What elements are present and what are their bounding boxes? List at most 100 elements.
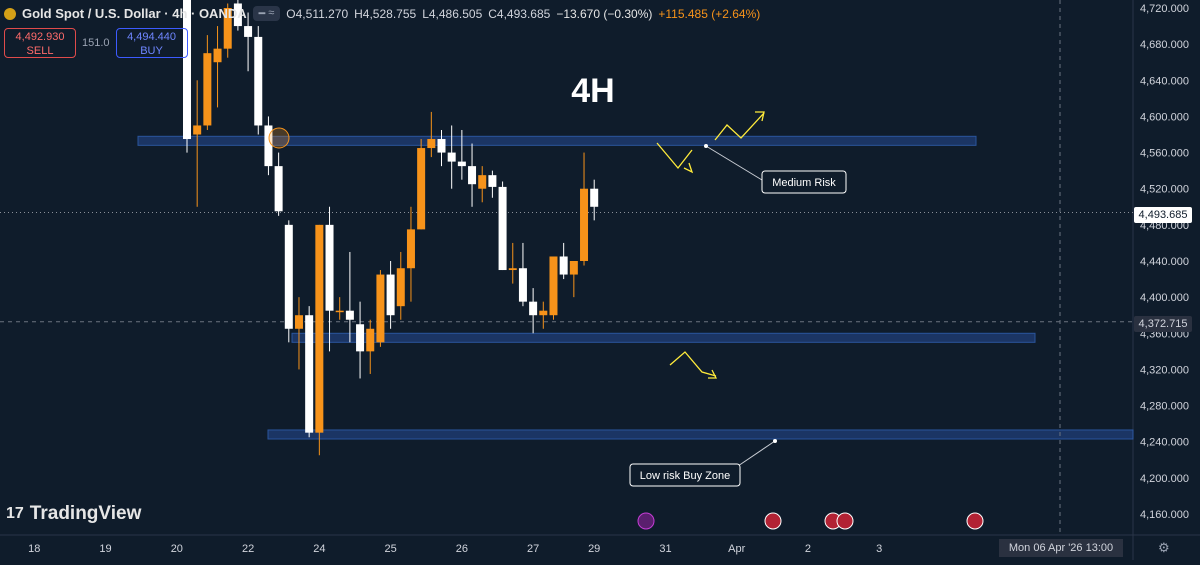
candle-body <box>468 166 477 185</box>
candle <box>468 143 477 207</box>
candle-body <box>203 53 212 126</box>
candle <box>447 125 456 189</box>
candle <box>427 111 436 158</box>
candle <box>264 116 273 176</box>
x-tick-label: Apr <box>728 543 745 555</box>
candle <box>305 306 314 438</box>
buy-button[interactable]: 4,494.440 BUY <box>115 28 188 58</box>
y-tick-label: 4,320.000 <box>1140 364 1189 376</box>
us-flag-event-icon <box>966 512 984 530</box>
low-value: L4,486.505 <box>422 6 483 21</box>
candle <box>437 129 446 167</box>
visibility-toggle[interactable]: ━ ≈ <box>252 6 281 21</box>
y-tick-label: 4,680.000 <box>1140 39 1189 51</box>
gold-icon <box>4 7 16 20</box>
candle-body <box>284 224 293 329</box>
candle-body <box>294 315 303 329</box>
candle <box>518 242 527 307</box>
arrow-head-icon <box>708 369 718 379</box>
candle-body <box>386 274 395 316</box>
candle <box>244 12 253 72</box>
candle-body <box>376 274 385 343</box>
low-risk-label: Low risk Buy Zone <box>640 470 730 482</box>
medium-risk-box <box>761 170 847 194</box>
us-flag-event-icon <box>764 512 782 530</box>
candle <box>498 181 507 271</box>
candle <box>508 242 517 284</box>
y-tick-label: 4,520.000 <box>1140 184 1189 196</box>
candle-body <box>529 301 538 316</box>
candle <box>366 319 375 374</box>
candle-body <box>417 148 426 230</box>
candle <box>549 256 558 320</box>
candle <box>233 0 242 31</box>
candle-body <box>345 310 354 320</box>
zone-low-risk-zone <box>267 429 1134 440</box>
candle-body <box>264 125 273 167</box>
candle <box>386 261 395 329</box>
y-tick-label: 4,240.000 <box>1140 437 1189 449</box>
y-tick-label: 4,440.000 <box>1140 256 1189 268</box>
candle <box>406 206 415 302</box>
candle <box>193 80 202 207</box>
candle-body <box>427 139 436 149</box>
tradingview-logo: 17 TradingView <box>6 503 141 525</box>
candle <box>223 3 232 58</box>
x-tick-label: 25 <box>384 543 396 555</box>
arrow-head-icon <box>755 111 765 122</box>
y-tick-label: 4,400.000 <box>1140 292 1189 304</box>
drop-arrow-path <box>669 351 717 377</box>
low-risk-box <box>629 463 741 487</box>
candle <box>356 301 365 379</box>
candle <box>478 166 487 203</box>
candle <box>274 152 283 216</box>
candle-body <box>193 125 202 135</box>
candle <box>294 297 303 370</box>
candle-body <box>315 224 324 433</box>
candle-body <box>549 256 558 316</box>
zone-support <box>291 332 1036 343</box>
x-tick-label: 24 <box>313 543 325 555</box>
sell-button[interactable]: 4,492.930 SELL <box>4 28 76 58</box>
candle <box>335 297 344 320</box>
candle <box>559 242 568 280</box>
candle-body <box>508 268 517 271</box>
y-tick-label: 4,160.000 <box>1140 509 1189 521</box>
tradingview-wordmark: TradingView <box>29 503 142 524</box>
spread-value: 151.0 <box>82 37 110 49</box>
candle <box>457 129 466 180</box>
candle-body <box>223 8 232 49</box>
candle-body <box>569 261 578 275</box>
candle-body <box>396 268 405 307</box>
candle-body <box>325 224 334 311</box>
x-tick-label: 26 <box>456 543 468 555</box>
candle-body <box>518 268 527 302</box>
candle-body <box>559 256 568 275</box>
candle-body <box>356 324 365 352</box>
y-tick-label: 4,640.000 <box>1140 75 1189 87</box>
candle-body <box>539 310 548 316</box>
x-tick-label: 2 <box>805 543 811 555</box>
candle-body <box>498 186 507 271</box>
candle-body <box>366 328 375 352</box>
candle-body <box>244 26 253 37</box>
sell-price: 4,492.930 <box>15 31 65 43</box>
crosshair-price-tag: 4,372.715 <box>1134 316 1192 332</box>
crosshair-time-tag: Mon 06 Apr '26 13:00 <box>999 539 1123 557</box>
candle-body <box>183 0 191 140</box>
candle <box>590 179 599 221</box>
settings-gear-icon[interactable]: ⚙ <box>1158 540 1170 555</box>
candle <box>183 0 191 153</box>
candle-body <box>580 188 589 261</box>
y-tick-label: 4,560.000 <box>1140 148 1189 160</box>
symbol-title[interactable]: Gold Spot / U.S. Dollar · 4h · OANDA <box>22 6 247 21</box>
candle-body <box>590 188 599 207</box>
candle <box>345 251 354 343</box>
medium-risk-connector <box>705 145 763 181</box>
candle <box>529 288 538 334</box>
candle <box>539 301 548 329</box>
candle <box>284 220 293 343</box>
y-tick-label: 4,200.000 <box>1140 473 1189 485</box>
